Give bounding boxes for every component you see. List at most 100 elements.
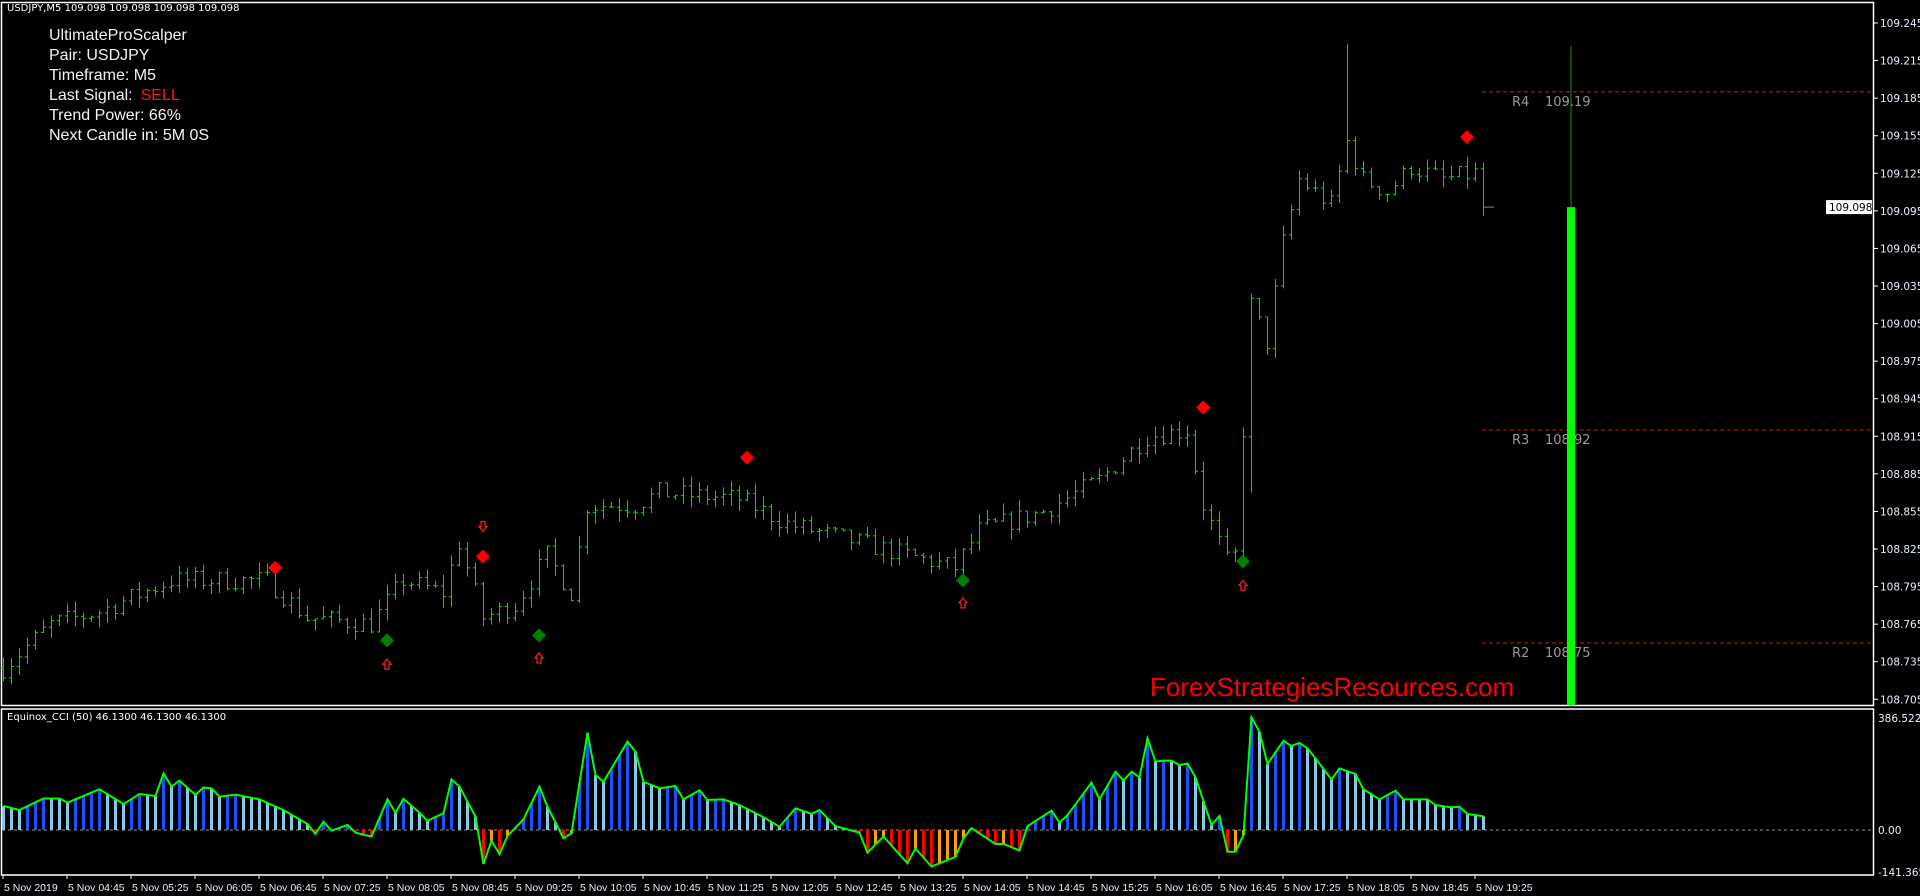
cci-histogram bbox=[2, 713, 1874, 868]
x-tick-label: 5 Nov 12:05 bbox=[772, 882, 829, 894]
y-tick-label: 109.215 bbox=[1880, 56, 1920, 68]
price-bar bbox=[289, 592, 294, 614]
price-bar bbox=[9, 658, 14, 685]
up-arrow-icon bbox=[533, 652, 545, 664]
price-bars bbox=[1, 44, 1494, 685]
price-bar bbox=[1233, 547, 1238, 562]
indicator-header: Equinox_CCI (50) 46.1300 46.1300 46.1300 bbox=[7, 712, 227, 723]
x-tick-label: 5 Nov 07:25 bbox=[324, 882, 381, 894]
price-bar bbox=[97, 609, 102, 628]
price-bar bbox=[153, 586, 158, 597]
price-bar bbox=[321, 606, 326, 620]
x-tick-label: 5 Nov 10:45 bbox=[644, 882, 701, 894]
signal-markers bbox=[268, 129, 1474, 670]
time-axis[interactable]: 5 Nov 2019 5 Nov 04:45 5 Nov 05:25 5 Nov 06… bbox=[2, 875, 1533, 894]
sell-signal-diamond bbox=[1460, 129, 1474, 144]
info-timeframe: Timeframe: M5 bbox=[49, 67, 156, 84]
price-bar bbox=[1345, 44, 1350, 174]
price-bar bbox=[1369, 167, 1374, 189]
info-panel: UltimateProScalper Pair: USDJPY Timefram… bbox=[49, 26, 209, 146]
price-bar bbox=[601, 499, 606, 520]
x-tick-label: 5 Nov 12:45 bbox=[836, 882, 893, 894]
price-bar bbox=[281, 590, 286, 608]
price-bar bbox=[673, 494, 678, 500]
y-tick-label: 108.975 bbox=[1880, 356, 1920, 368]
price-bar bbox=[929, 554, 934, 574]
indicator-frame bbox=[0, 708, 1875, 876]
price-bar bbox=[1457, 166, 1462, 178]
price-bar bbox=[505, 603, 510, 625]
price-bar bbox=[81, 612, 86, 628]
price-bar bbox=[1121, 457, 1126, 476]
price-bar bbox=[1193, 429, 1198, 475]
price-bar bbox=[537, 549, 542, 597]
price-bar bbox=[433, 580, 438, 589]
x-tick-label: 5 Nov 19:25 bbox=[1476, 882, 1533, 894]
price-bar bbox=[785, 513, 790, 534]
price-bar bbox=[1377, 186, 1382, 201]
price-bar bbox=[1001, 503, 1006, 522]
price-bar bbox=[1433, 160, 1438, 171]
price-bar bbox=[969, 533, 974, 554]
price-bar bbox=[265, 563, 270, 576]
price-bar bbox=[1105, 467, 1110, 482]
price-bar bbox=[65, 603, 70, 624]
y-tick-label: 109.185 bbox=[1880, 93, 1920, 105]
price-bar bbox=[1113, 471, 1118, 474]
price-bar bbox=[1161, 425, 1166, 446]
chart-header: USDJPY,M5 109.098 109.098 109.098 109.09… bbox=[7, 3, 240, 14]
power-bar-fill bbox=[1567, 207, 1575, 706]
y-tick-label: 108.915 bbox=[1880, 431, 1920, 443]
price-bar bbox=[185, 567, 190, 588]
price-bar bbox=[753, 483, 758, 519]
price-bar bbox=[241, 576, 246, 594]
price-bar bbox=[417, 571, 422, 589]
price-bar bbox=[457, 541, 462, 567]
price-bar bbox=[73, 601, 78, 627]
price-bar bbox=[425, 569, 430, 590]
price-bar bbox=[841, 528, 846, 532]
y-tick-label: 108.885 bbox=[1880, 469, 1920, 481]
price-bar bbox=[609, 502, 614, 508]
last-signal-value: SELL bbox=[140, 87, 180, 104]
x-tick-label: 5 Nov 09:25 bbox=[516, 882, 573, 894]
price-bar bbox=[577, 536, 582, 603]
price-bar bbox=[145, 588, 150, 602]
y-tick-label: 109.065 bbox=[1880, 243, 1920, 255]
price-bar bbox=[1137, 438, 1142, 464]
price-axis[interactable]: 109.245 109.215 109.185 109.155 109.125 109.0… bbox=[1826, 18, 1920, 706]
sell-signal-diamond bbox=[268, 560, 282, 575]
up-arrow-icon bbox=[1237, 579, 1249, 591]
pivot-value: 109.19 bbox=[1545, 95, 1591, 110]
price-bar bbox=[1089, 476, 1094, 481]
price-bar bbox=[561, 564, 566, 591]
price-bar bbox=[1321, 181, 1326, 210]
y-tick-label: 108.765 bbox=[1880, 619, 1920, 631]
price-bar bbox=[1257, 297, 1262, 320]
price-bar bbox=[761, 495, 766, 520]
price-bar bbox=[1057, 494, 1062, 525]
x-tick-label: 5 Nov 17:25 bbox=[1284, 882, 1341, 894]
price-bar bbox=[473, 562, 478, 587]
price-bar bbox=[913, 548, 918, 556]
price-bar bbox=[993, 517, 998, 523]
price-bar bbox=[313, 618, 318, 631]
price-bar bbox=[1393, 180, 1398, 196]
price-bar bbox=[1289, 204, 1294, 240]
sell-signal-diamond bbox=[740, 450, 754, 465]
y-tick-label: 108.945 bbox=[1880, 394, 1920, 406]
price-bar bbox=[297, 588, 302, 619]
price-bar bbox=[745, 489, 750, 502]
cci-tick-label: 386.5224 bbox=[1878, 713, 1920, 725]
price-bar bbox=[905, 536, 910, 558]
price-bar bbox=[1425, 159, 1430, 182]
price-bar bbox=[713, 490, 718, 508]
price-bar bbox=[1129, 446, 1134, 462]
price-bar bbox=[649, 487, 654, 514]
watermark: ForexStrategiesResources.com bbox=[1150, 672, 1515, 702]
price-bar bbox=[401, 573, 406, 596]
price-bar bbox=[569, 588, 574, 602]
price-bar bbox=[1409, 166, 1414, 180]
x-tick-label: 5 Nov 08:05 bbox=[388, 882, 445, 894]
